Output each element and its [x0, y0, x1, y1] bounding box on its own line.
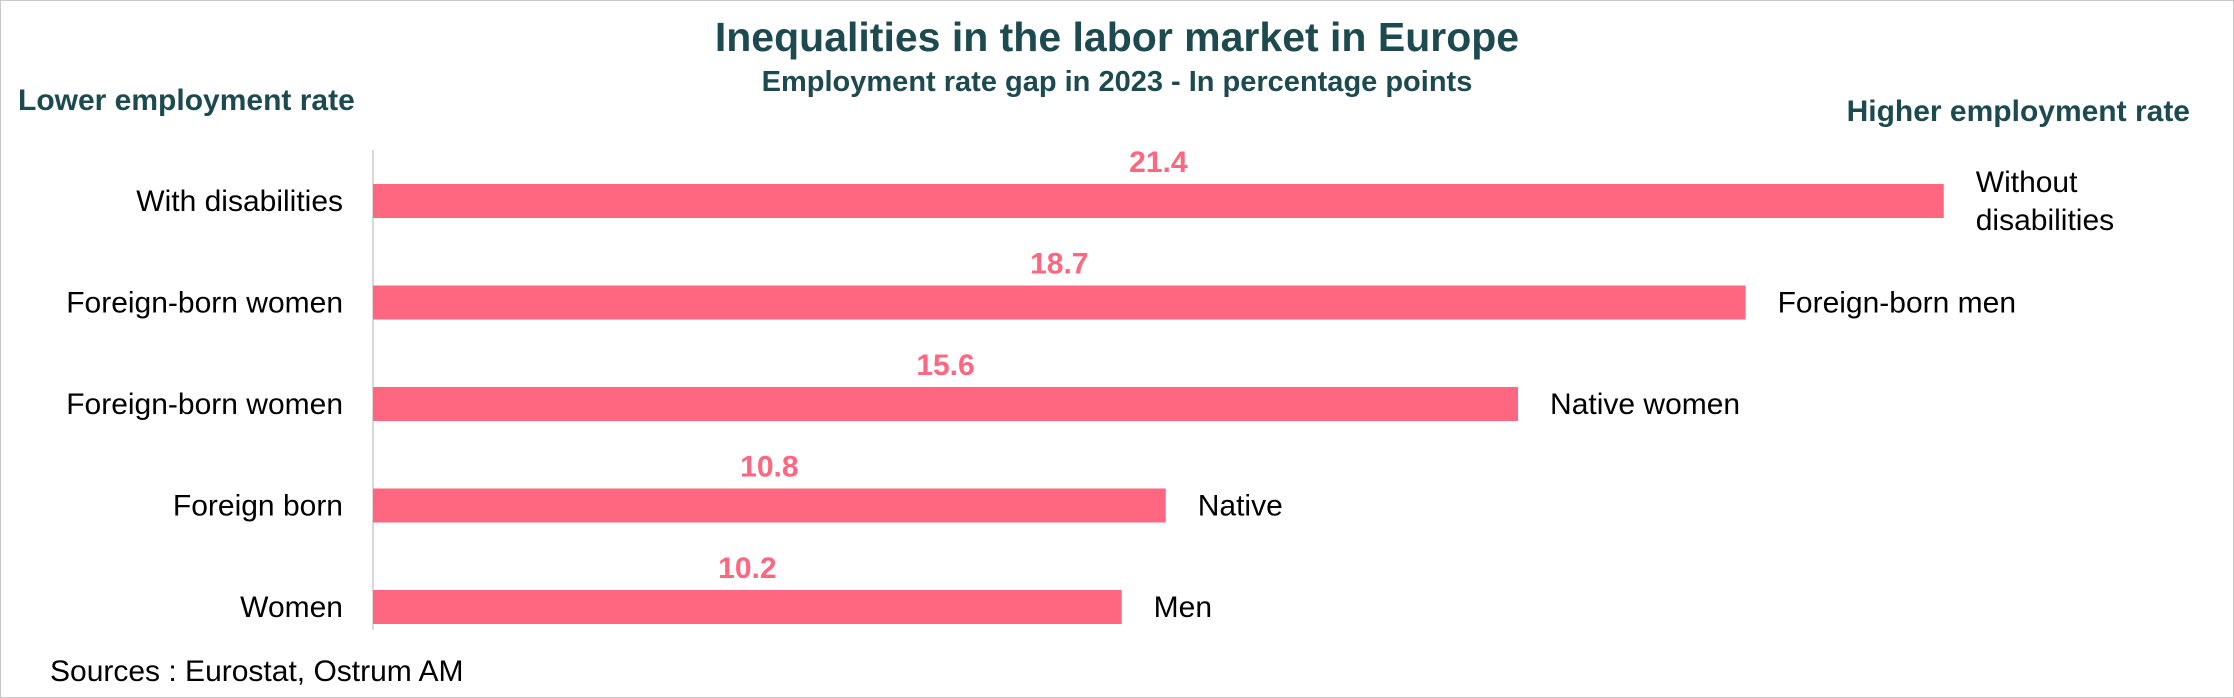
comparison-label-2: Foreign-born men [1778, 287, 2016, 320]
bar-4 [373, 488, 1166, 523]
category-label-5: Women [240, 591, 343, 624]
data-label-3: 15.6 [916, 349, 974, 382]
category-label-2: Foreign-born women [66, 287, 343, 320]
chart-subtitle: Employment rate gap in 2023 - In percent… [761, 66, 1473, 98]
data-label-2: 18.7 [1030, 248, 1088, 281]
category-label-3: Foreign-born women [66, 388, 343, 421]
bar-2 [373, 285, 1746, 320]
data-label-1: 21.4 [1129, 146, 1188, 179]
category-label-1: With disabilities [136, 185, 343, 218]
source-note: Sources : Eurostat, Ostrum AM [50, 655, 464, 688]
category-label-4: Foreign born [173, 490, 343, 523]
bar-3 [373, 387, 1519, 421]
comparison-label-1-line-1: Without [1976, 166, 2078, 199]
lower-employment-label: Lower employment rate [18, 84, 355, 117]
comparison-label-5: Men [1154, 591, 1212, 624]
comparison-label-4: Native [1198, 490, 1283, 523]
chart-title: Inequalities in the labor market in Euro… [714, 14, 1520, 60]
bar-1 [373, 184, 1944, 218]
higher-employment-label: Higher employment rate [1846, 95, 2190, 128]
data-label-4: 10.8 [740, 451, 798, 484]
data-label-5: 10.2 [718, 552, 776, 585]
comparison-label-3: Native women [1550, 388, 1740, 421]
bar-5 [373, 590, 1122, 624]
comparison-label-1-line-2: disabilities [1976, 204, 2114, 237]
